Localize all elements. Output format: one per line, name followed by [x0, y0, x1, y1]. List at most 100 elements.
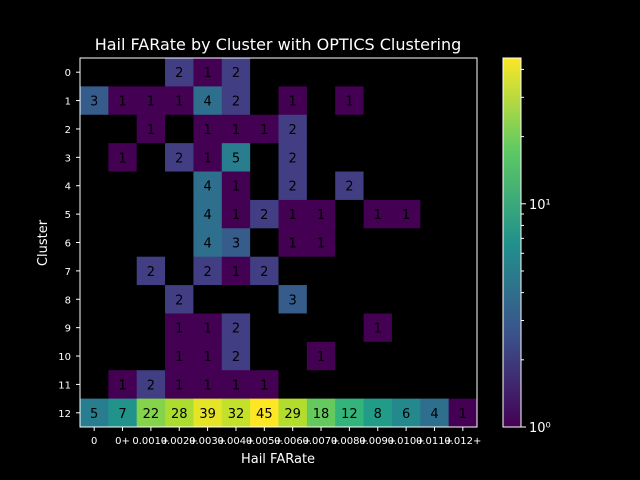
- x-tick-label: 0+: [115, 436, 130, 447]
- cell-value-label: 29: [284, 407, 301, 422]
- heatmap-cell: [250, 256, 279, 286]
- cell-value-label: 2: [203, 265, 211, 280]
- heatmap-cell: [448, 171, 478, 201]
- x-tick-label: 0: [91, 436, 97, 447]
- heatmap-cell: [250, 199, 279, 229]
- chart-title: Hail FARate by Cluster with OPTICS Clust…: [95, 35, 462, 54]
- cell-value-label: 1: [147, 95, 155, 110]
- heatmap-cell: [335, 313, 364, 343]
- heatmap-cell: [391, 143, 421, 172]
- x-tick-label: 0.001+: [132, 436, 169, 447]
- cell-value-label: 1: [203, 378, 211, 393]
- heatmap-cell: [448, 86, 478, 116]
- heatmap-cell: [420, 199, 450, 229]
- heatmap-cell: [136, 256, 166, 286]
- cell-value-label: 1: [345, 95, 353, 110]
- colorbar: 10⁰ 10¹: [502, 57, 551, 436]
- heatmap-cell: [193, 341, 223, 371]
- cell-value-label: 1: [374, 322, 382, 337]
- heatmap-cell: [335, 171, 364, 201]
- cell-value-label: 2: [175, 66, 183, 81]
- x-axis-ticks: 0 0+ 0.001+0.002+0.003+0.004+0.005+0.006+0…: [91, 427, 481, 447]
- heatmap-cell: [108, 171, 138, 201]
- heatmap-cell: [363, 228, 393, 258]
- heatmap-cell: [420, 398, 450, 428]
- cell-value-label: 1: [203, 151, 211, 166]
- cell-value-label: 1: [203, 123, 211, 138]
- heatmap-cell: [306, 256, 336, 286]
- heatmap-cell: [221, 114, 251, 144]
- heatmap-cell: [193, 370, 223, 400]
- x-tick-label: 0.008+: [331, 436, 368, 447]
- heatmap-cell: [250, 285, 279, 314]
- heatmap-cell: [306, 313, 336, 343]
- heatmap-cell: [108, 256, 138, 286]
- y-tick-label: 9: [65, 324, 71, 335]
- x-tick-label: 0.003+: [189, 436, 226, 447]
- x-axis-label: Hail FARate: [241, 452, 315, 467]
- y-tick-label: 6: [65, 239, 71, 250]
- cell-value-label: 28: [171, 407, 188, 422]
- x-tick-label: 0.006+: [274, 436, 311, 447]
- heatmap-cell: [250, 86, 279, 116]
- heatmap-cell: [221, 313, 251, 343]
- heatmap-cell: [136, 199, 166, 229]
- heatmap-cell: [80, 285, 109, 314]
- cell-value-label: 45: [256, 407, 273, 422]
- cell-value-label: 3: [289, 293, 297, 308]
- cell-value-label: 2: [232, 66, 240, 81]
- heatmap-cell: [363, 256, 393, 286]
- heatmap-cell: [165, 370, 194, 400]
- heatmap-cell: [193, 256, 223, 286]
- x-tick-label: 0.004+: [217, 436, 254, 447]
- heatmap-cell: [221, 398, 251, 428]
- cell-value-label: 2: [175, 293, 183, 308]
- heatmap-cell: [363, 398, 393, 428]
- heatmap-cell: [108, 143, 138, 172]
- cell-value-label: 7: [118, 407, 126, 422]
- heatmap-cell: [363, 114, 393, 144]
- x-tick-label: 0.002+: [161, 436, 198, 447]
- x-tick-label: 0.007+: [303, 436, 340, 447]
- cell-value-label: 1: [289, 208, 297, 223]
- heatmap-cell: [306, 285, 336, 314]
- colorbar-ticks: 10⁰ 10¹: [521, 68, 551, 436]
- heatmap-cell: [108, 86, 138, 116]
- heatmap-cell: [136, 370, 166, 400]
- heatmap-cell: [80, 228, 109, 258]
- heatmap-cell: [448, 114, 478, 144]
- x-tick-label: 0.012+: [444, 436, 481, 447]
- cell-value-label: 5: [90, 407, 98, 422]
- cell-value-label: 1: [232, 180, 240, 195]
- heatmap-cell: [335, 285, 364, 314]
- heatmap-cell: [363, 341, 393, 371]
- cell-value-label: 4: [203, 208, 211, 223]
- heatmap-cell: [221, 285, 251, 314]
- cell-value-label: 1: [260, 378, 268, 393]
- heatmap-cell: [193, 86, 223, 116]
- heatmap-cell: [136, 341, 166, 371]
- heatmap-cell: [278, 86, 308, 116]
- cell-value-label: 1: [317, 208, 325, 223]
- heatmap-cell: [136, 143, 166, 172]
- heatmap-cell: [193, 171, 223, 201]
- cell-value-label: 2: [345, 180, 353, 195]
- heatmap-cell: [420, 114, 450, 144]
- heatmap-cell: [448, 58, 478, 87]
- cell-value-label: 1: [232, 378, 240, 393]
- cell-value-label: 2: [147, 265, 155, 280]
- y-tick-label: 0: [65, 68, 71, 79]
- heatmap-cell: [306, 114, 336, 144]
- heatmap-cell: [250, 398, 279, 428]
- heatmap-cell: [221, 58, 251, 87]
- heatmap-cell: [136, 313, 166, 343]
- cell-value-label: 1: [118, 95, 126, 110]
- heatmap-cell: [391, 313, 421, 343]
- heatmap-cell: [165, 256, 194, 286]
- heatmap-cell: [420, 228, 450, 258]
- cell-value-label: 1: [232, 265, 240, 280]
- x-tick-label: 0.011+: [416, 436, 453, 447]
- cell-value-label: 1: [175, 350, 183, 365]
- heatmap-cell: [80, 58, 109, 87]
- cell-value-label: 1: [260, 123, 268, 138]
